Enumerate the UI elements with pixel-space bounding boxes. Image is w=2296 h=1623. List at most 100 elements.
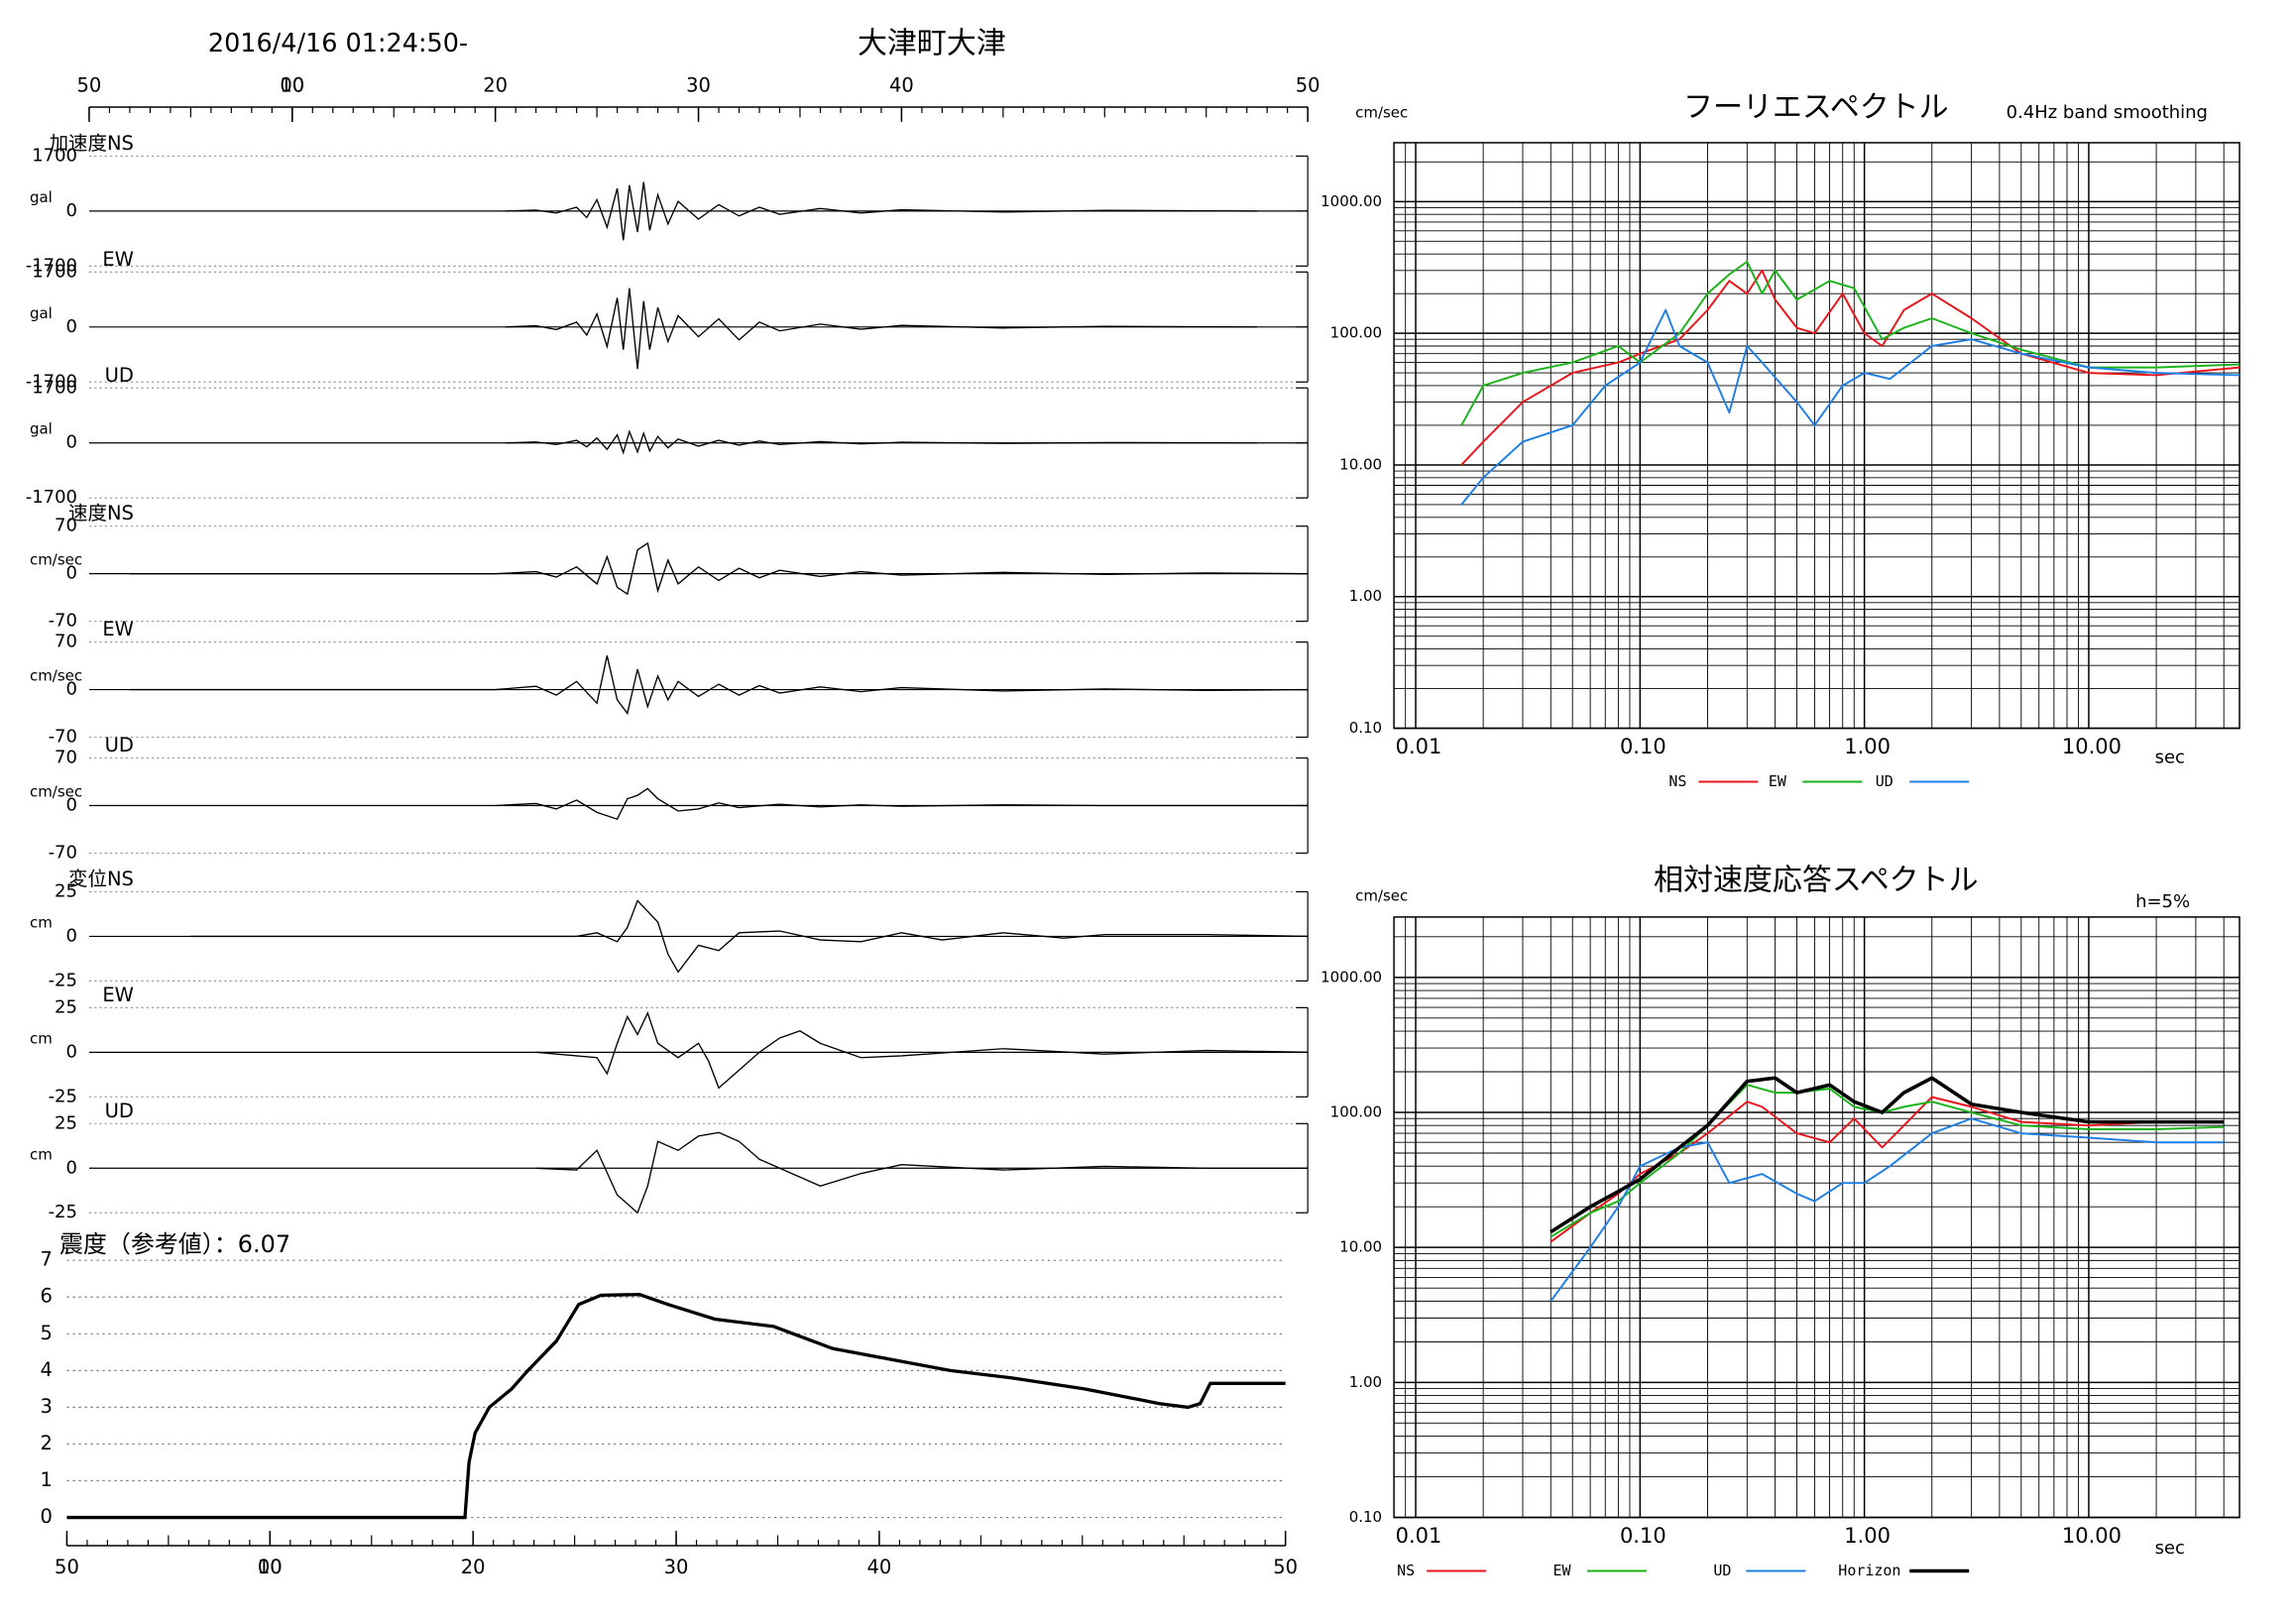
intensity-line bbox=[66, 1293, 1286, 1520]
y-tick-label: 0 bbox=[40, 1505, 52, 1528]
series-line bbox=[1460, 308, 2240, 506]
legend-label: UD bbox=[1713, 1562, 1731, 1579]
x-tick-label: 00 bbox=[258, 1556, 283, 1578]
chart-subtitle: 0.4Hz band smoothing bbox=[2007, 102, 2208, 123]
y-tick-label: 0 bbox=[66, 679, 77, 700]
x-tick-label: 10 bbox=[280, 73, 304, 96]
y-tick-label: 6 bbox=[40, 1285, 52, 1308]
x-axis-label: sec bbox=[2155, 1538, 2185, 1559]
panel-label: EW bbox=[102, 618, 134, 640]
y-tick-label: -70 bbox=[49, 727, 77, 748]
x-tick-label: 50 bbox=[55, 1556, 79, 1578]
y-tick-label: 2 bbox=[40, 1432, 52, 1454]
y-tick-label: 100.00 bbox=[1330, 1103, 1382, 1121]
y-tick-label: 100.00 bbox=[1330, 324, 1382, 342]
chart-title: フーリエスペクトル bbox=[1683, 90, 1949, 125]
x-tick-label: 30 bbox=[664, 1556, 689, 1578]
panel-label: UD bbox=[105, 1100, 134, 1122]
waveform bbox=[495, 787, 1309, 821]
y-tick-label: 0 bbox=[66, 563, 77, 584]
y-tick-label: -25 bbox=[49, 1086, 77, 1106]
panel-label: 加速度NS bbox=[50, 132, 134, 155]
series-line bbox=[1550, 1096, 2225, 1243]
y-tick-label: 3 bbox=[40, 1395, 52, 1418]
y-tick-label: -70 bbox=[49, 611, 77, 632]
datetime: 2016/4/16 01:24:50- bbox=[208, 29, 468, 58]
y-tick-label: 10.00 bbox=[1339, 1238, 1382, 1256]
unit-label: cm/sec bbox=[30, 667, 82, 685]
station-name: 大津町大津 bbox=[858, 27, 1006, 61]
legend-label: NS bbox=[1668, 772, 1686, 790]
legend-label: NS bbox=[1397, 1562, 1415, 1579]
panel-label: UD bbox=[105, 364, 134, 387]
y-tick-label: 5 bbox=[40, 1322, 52, 1344]
y-tick-label: 25 bbox=[55, 996, 77, 1017]
series-line bbox=[1550, 1076, 2225, 1234]
y-tick-label: 1000.00 bbox=[1320, 192, 1382, 210]
x-tick-label: 10.00 bbox=[2062, 1524, 2122, 1548]
unit-label: gal bbox=[30, 420, 53, 438]
x-tick-label: 10 bbox=[258, 1556, 283, 1578]
x-tick-label: 40 bbox=[867, 1556, 892, 1578]
annotation: h=5% bbox=[2135, 891, 2190, 912]
x-tick-label: 0.10 bbox=[1620, 735, 1666, 758]
y-tick-label: -25 bbox=[49, 1202, 77, 1222]
panel-label: 変位NS bbox=[68, 868, 134, 890]
panel-label: 速度NS bbox=[68, 502, 134, 524]
unit-label: gal bbox=[30, 304, 53, 322]
waveform bbox=[535, 1010, 1309, 1090]
y-tick-label: 0.10 bbox=[1349, 1508, 1382, 1526]
y-axis-label: cm/sec bbox=[1355, 103, 1408, 121]
y-tick-label: 1 bbox=[40, 1468, 52, 1491]
y-tick-label: 7 bbox=[40, 1248, 52, 1271]
x-tick-label: 1.00 bbox=[1844, 1524, 1891, 1548]
y-tick-label: 0.10 bbox=[1349, 719, 1382, 737]
y-tick-label: 1000.00 bbox=[1320, 968, 1382, 985]
x-tick-label: 40 bbox=[889, 73, 914, 96]
waveform bbox=[190, 899, 1309, 974]
x-tick-label: 1.00 bbox=[1844, 735, 1891, 758]
series-line bbox=[1460, 269, 2240, 466]
intensity-title: 震度（参考値）：6.07 bbox=[59, 1230, 290, 1258]
unit-label: cm bbox=[30, 1145, 53, 1163]
y-tick-label: 1.00 bbox=[1349, 587, 1382, 605]
y-tick-label: 1.00 bbox=[1349, 1373, 1382, 1391]
chart-title: 相対速度応答スペクトル bbox=[1654, 863, 1979, 897]
x-tick-label: 00 bbox=[280, 73, 304, 96]
y-tick-label: 0 bbox=[66, 1157, 77, 1178]
y-tick-label: 1700 bbox=[32, 145, 77, 166]
y-tick-label: -1700 bbox=[26, 371, 77, 392]
y-tick-label: 1700 bbox=[32, 377, 77, 398]
y-tick-label: 70 bbox=[55, 748, 77, 768]
waveform bbox=[129, 541, 1309, 596]
x-tick-label: 20 bbox=[461, 1556, 486, 1578]
y-tick-label: 10.00 bbox=[1339, 455, 1382, 473]
panel-label: EW bbox=[102, 248, 134, 271]
panel-label: EW bbox=[102, 984, 134, 1006]
y-tick-label: -1700 bbox=[26, 487, 77, 508]
panel-label: UD bbox=[105, 734, 134, 756]
y-tick-label: 0 bbox=[66, 432, 77, 453]
legend-label: EW bbox=[1552, 1562, 1571, 1579]
y-tick-label: 0 bbox=[66, 316, 77, 337]
x-axis-label: sec bbox=[2155, 748, 2185, 768]
y-tick-label: 70 bbox=[55, 516, 77, 536]
waveform bbox=[505, 429, 1257, 455]
y-tick-label: 25 bbox=[55, 1112, 77, 1133]
y-axis-label: cm/sec bbox=[1355, 886, 1408, 904]
legend-label: Horizon bbox=[1838, 1562, 1900, 1579]
waveform bbox=[129, 655, 1309, 716]
legend-label: UD bbox=[1876, 772, 1894, 790]
y-tick-label: -25 bbox=[49, 970, 77, 990]
series-line bbox=[1550, 1117, 2225, 1302]
unit-label: cm bbox=[30, 1029, 53, 1047]
x-tick-label: 50 bbox=[77, 73, 102, 96]
x-tick-label: 30 bbox=[686, 73, 711, 96]
unit-label: cm bbox=[30, 913, 53, 931]
unit-label: cm/sec bbox=[30, 783, 82, 801]
y-tick-label: -1700 bbox=[26, 255, 77, 276]
waveform bbox=[505, 288, 1257, 370]
y-tick-label: 0 bbox=[66, 200, 77, 221]
